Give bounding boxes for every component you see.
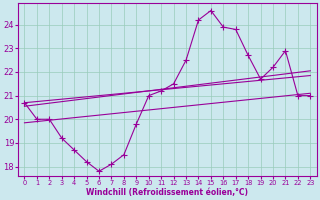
X-axis label: Windchill (Refroidissement éolien,°C): Windchill (Refroidissement éolien,°C): [86, 188, 248, 197]
